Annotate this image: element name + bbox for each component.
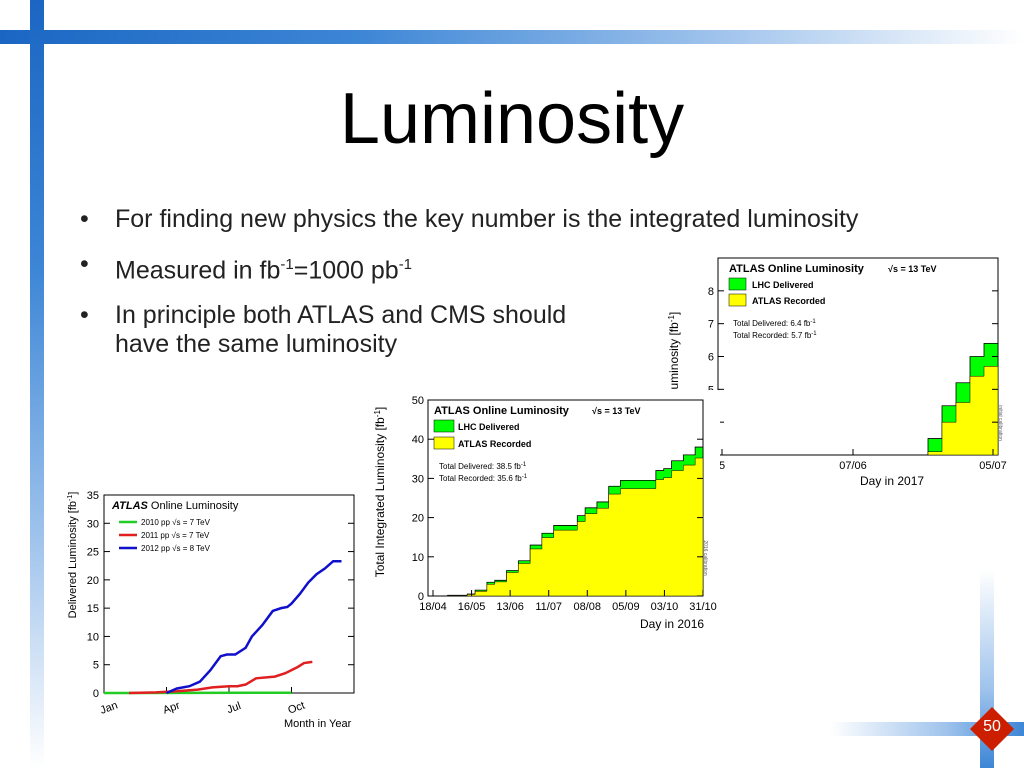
legend-label: LHC Delivered: [752, 280, 814, 290]
y-tick-label: 10: [412, 552, 424, 564]
bullet-text: have the same luminosity: [115, 330, 398, 359]
y-tick-label: 5: [93, 660, 99, 672]
legend-swatch-delivered: [433, 419, 455, 433]
y-tick-label: 50: [412, 395, 424, 407]
top-accent-bar: [0, 30, 1024, 44]
x-tick-label: Jul: [225, 700, 242, 716]
y-tick-label: 20: [87, 575, 99, 587]
x-tick-label: 31/10: [689, 601, 717, 613]
x-tick-label: 11/07: [535, 601, 562, 613]
legend-label: ATLAS Recorded: [752, 296, 825, 306]
bullet-text: Measured in fb: [115, 256, 281, 285]
y-tick-label: 25: [87, 547, 99, 559]
legend-label: 2011 pp √s = 7 TeV: [141, 531, 210, 540]
chart-2017: ntegrated Luminosity [fb-1] 45678507/060…: [655, 243, 1010, 493]
chart-2016: Total Integrated Luminosity [fb-1] 0 10 20…: [370, 390, 720, 635]
bullet-text: =1000 pb: [293, 256, 399, 285]
x-tick-label: 03/10: [651, 601, 679, 613]
y-axis-label: Total Integrated Luminosity [fb-1]: [373, 407, 387, 578]
bullet-item: Measured in fb-1=1000 pb-1: [80, 250, 858, 285]
energy-label: √s = 13 TeV: [592, 406, 641, 416]
y-axis-label: Delivered Luminosity [fb-1]: [67, 492, 79, 619]
bullet-item: For finding new physics the key number i…: [80, 205, 858, 234]
chart-title: ATLAS Online Luminosity: [729, 263, 865, 275]
y-tick-label: 20: [412, 513, 424, 525]
legend-label: ATLAS Recorded: [458, 439, 531, 449]
bullet-item: In principle both ATLAS and CMS shouldha…: [80, 301, 858, 359]
x-axis-label: Day in 2017: [860, 474, 924, 488]
x-tick-label: 05/09: [612, 601, 640, 613]
y-tick-label: 35: [87, 490, 99, 502]
x-axis-label: Day in 2016: [640, 617, 704, 631]
y-tick-label: 7: [708, 319, 714, 331]
total-delivered: Total Delivered: 38.5 fb-1: [439, 462, 527, 471]
x-tick-label: 07/06: [839, 460, 867, 472]
legend-label: 2012 pp √s = 8 TeV: [141, 544, 211, 553]
plot-frame: [103, 494, 355, 694]
x-tick-label: 18/04: [419, 601, 447, 613]
series-line: [128, 660, 313, 695]
y-tick-label: 0: [418, 591, 424, 603]
x-tick-label: Oct: [286, 700, 306, 717]
y-tick-label: 30: [87, 518, 99, 530]
calibration-note: 2016 calibration: [702, 540, 708, 576]
total-recorded: Total Recorded: 35.6 fb-1: [439, 474, 528, 483]
recorded-area: [428, 456, 704, 597]
legend-swatch-delivered: [728, 277, 747, 291]
x-tick-label: 05/07: [979, 460, 1007, 472]
x-tick-label: Jan: [99, 700, 120, 717]
legend-label: 2010 pp √s = 7 TeV: [141, 518, 211, 527]
x-tick-label: 08/08: [574, 601, 602, 613]
left-accent-bar: [30, 0, 44, 768]
y-tick-label: 30: [412, 473, 424, 485]
x-tick-label: 13/06: [496, 601, 524, 613]
superscript: -1: [398, 256, 413, 273]
chart-title: ATLAS Online Luminosity: [111, 500, 239, 512]
page-number-badge: 50: [970, 707, 1014, 751]
y-tick-label: 8: [708, 286, 714, 298]
y-tick-label: 15: [87, 603, 99, 615]
legend-label: LHC Delivered: [458, 422, 520, 432]
slide-title: Luminosity: [339, 79, 685, 159]
bullet-list: For finding new physics the key number i…: [80, 205, 858, 375]
x-tick-label: Apr: [161, 700, 182, 717]
x-axis-label: Month in Year: [284, 718, 352, 730]
chart-title: ATLAS Online Luminosity: [434, 405, 570, 417]
y-tick-label: 10: [87, 631, 99, 643]
x-tick-label: 16/05: [458, 601, 486, 613]
bullet-text: For finding new physics the key number i…: [115, 205, 859, 233]
chart-2010-2012: Delivered Luminosity [fb-1] 0 5 10 15 20 25 30…: [62, 485, 364, 735]
legend-swatch-recorded: [728, 293, 747, 307]
calibration-note: initial calibration: [997, 405, 1003, 441]
x-tick-label: 5: [719, 460, 725, 472]
total-delivered: Total Delivered: 6.4 fb-1: [733, 319, 816, 328]
diamond-shape: [970, 707, 1014, 751]
y-tick-label: 0: [93, 688, 99, 700]
legend-swatch-recorded: [433, 436, 455, 450]
y-tick-label: 6: [708, 352, 714, 364]
energy-label: √s = 13 TeV: [888, 264, 937, 274]
recorded-area: [718, 366, 999, 456]
y-tick-label: 40: [412, 434, 424, 446]
bullet-text: In principle both ATLAS and CMS should: [115, 301, 567, 330]
superscript: -1: [280, 256, 294, 273]
page-number: 50: [983, 718, 1001, 735]
total-recorded: Total Recorded: 5.7 fb-1: [733, 331, 817, 340]
series-line: [166, 559, 342, 695]
